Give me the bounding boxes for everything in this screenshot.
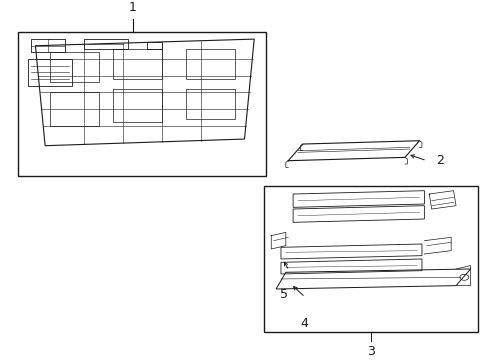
Bar (113, 89, 162, 122)
Text: 1: 1 (128, 1, 136, 14)
Text: 5: 5 (280, 288, 288, 301)
Bar (113, 49, 162, 79)
Text: 4: 4 (299, 317, 307, 330)
Bar (28, 59, 72, 86)
Bar (84, 39, 127, 49)
Bar (186, 89, 234, 119)
Bar (264, 186, 477, 332)
Text: 3: 3 (366, 345, 374, 358)
Text: 2: 2 (436, 154, 444, 167)
Bar (50, 93, 99, 126)
Bar (50, 53, 99, 82)
Bar (19, 32, 266, 176)
Bar (186, 49, 234, 79)
Bar (30, 39, 64, 53)
